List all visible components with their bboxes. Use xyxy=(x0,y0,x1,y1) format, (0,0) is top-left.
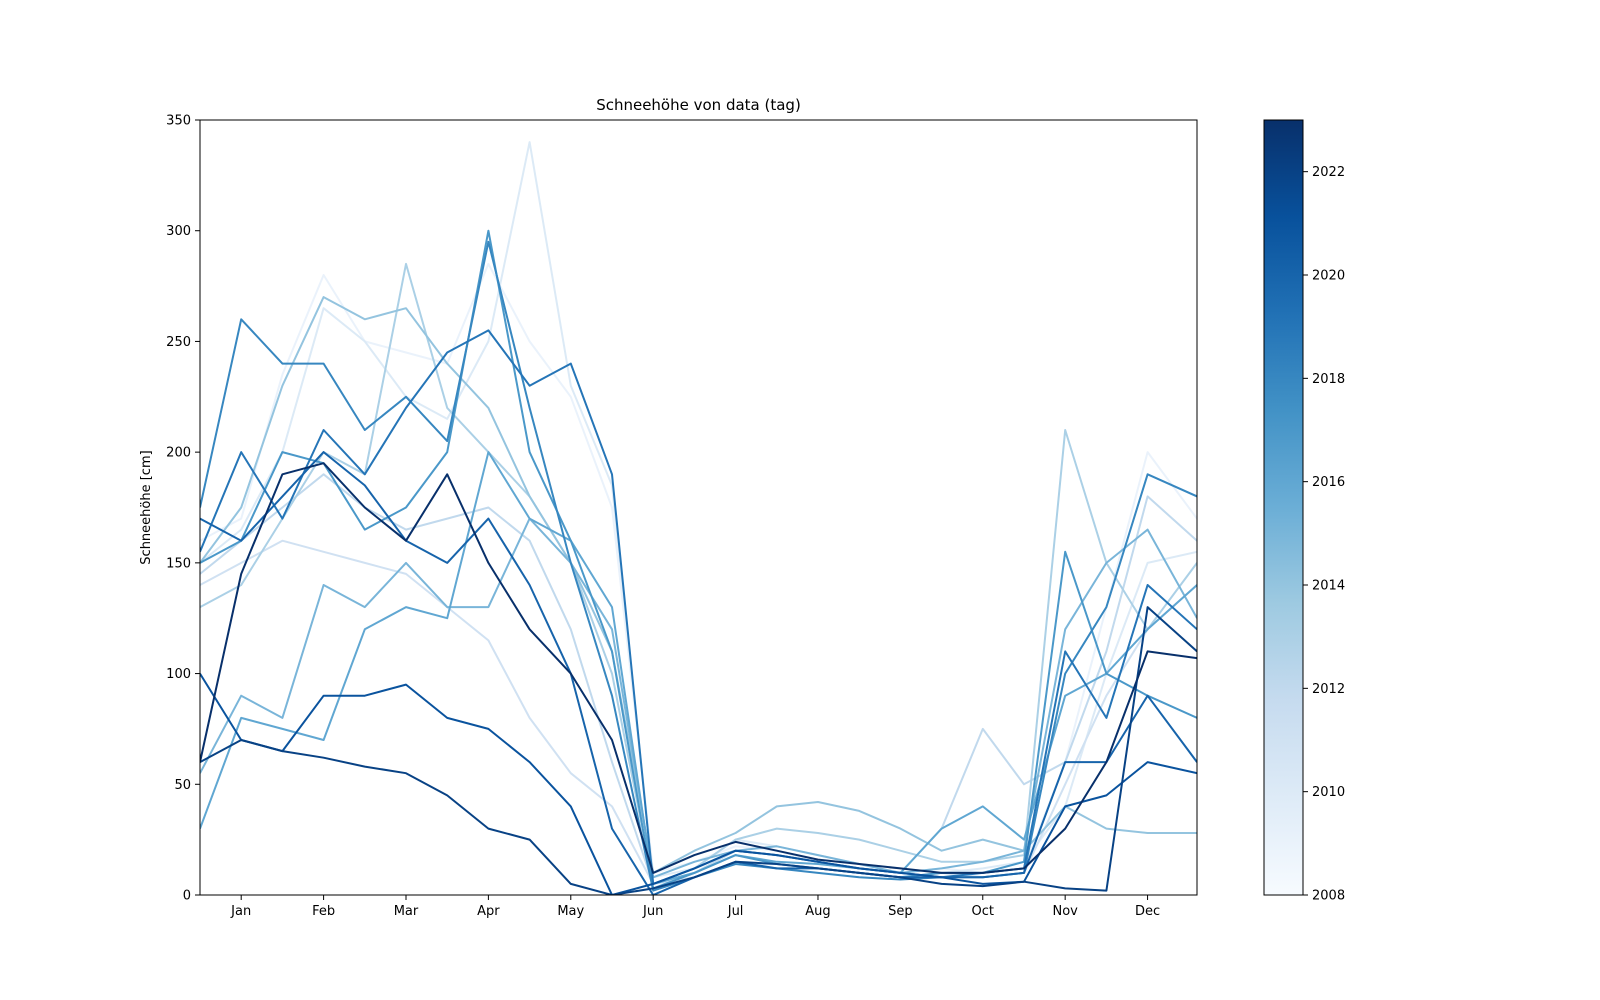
x-tick-label: Dec xyxy=(1135,904,1160,919)
colorbar-tick-label: 2012 xyxy=(1312,682,1345,697)
colorbar-tick-label: 2010 xyxy=(1312,785,1345,800)
x-tick-label: Apr xyxy=(477,904,500,919)
y-tick-label: 350 xyxy=(166,114,191,129)
series-line-2020 xyxy=(200,451,1197,895)
x-tick-label: Sep xyxy=(888,904,913,919)
x-tick-label: Nov xyxy=(1052,904,1078,919)
y-axis-label: Schneehöhe [cm] xyxy=(139,450,154,564)
series-line-2018 xyxy=(200,240,1197,892)
y-tick-label: 50 xyxy=(174,778,191,793)
series-line-2022 xyxy=(200,606,1197,895)
x-tick-label: Jan xyxy=(230,904,251,919)
colorbar-tick-label: 2020 xyxy=(1312,269,1345,284)
y-tick-label: 200 xyxy=(166,446,191,461)
x-tick-label: Mar xyxy=(394,904,419,919)
x-tick-label: May xyxy=(557,904,584,919)
y-tick-label: 0 xyxy=(183,889,191,904)
colorbar-tick-label: 2008 xyxy=(1312,889,1345,904)
x-tick-label: Aug xyxy=(805,904,830,919)
x-tick-label: Feb xyxy=(312,904,335,919)
series-line-2015 xyxy=(200,517,1197,879)
series-line-2011 xyxy=(200,539,1197,885)
x-tick-label: Oct xyxy=(972,904,994,919)
colorbar-frame xyxy=(1263,119,1304,896)
series-line-2010 xyxy=(200,141,1197,879)
colorbar-tick-label: 2014 xyxy=(1312,579,1345,594)
colorbar-gradient xyxy=(1264,120,1303,895)
series-line-2017 xyxy=(200,229,1197,890)
series-line-2023 xyxy=(200,462,1197,874)
series-line-2014 xyxy=(200,296,1197,874)
plot-frame xyxy=(199,119,1198,896)
y-tick-label: 250 xyxy=(166,335,191,350)
y-tick-label: 150 xyxy=(166,556,191,571)
colorbar-tick-label: 2018 xyxy=(1312,372,1345,387)
plot-area: 0 50 100 150 200 250 300 350 Jan Feb Mar Apr May Jun J… xyxy=(166,114,1198,919)
series-line-2009 xyxy=(200,262,1197,874)
colorbar-tick-label: 2016 xyxy=(1312,475,1345,490)
x-tick-label: Jul xyxy=(727,904,744,919)
chart-title: Schneehöhe von data (tag) xyxy=(596,96,801,114)
x-tick-label: Jun xyxy=(642,904,663,919)
series-line-2016 xyxy=(200,451,1197,885)
series-line-2013 xyxy=(200,262,1197,885)
y-tick-label: 300 xyxy=(166,224,191,239)
series-line-2021 xyxy=(200,673,1197,895)
colorbar-tick-label: 2022 xyxy=(1312,165,1345,180)
series-group xyxy=(200,141,1197,895)
colorbar: 2008 2010 2012 2014 2016 2018 2020 2022 xyxy=(1263,119,1345,904)
y-tick-label: 100 xyxy=(166,667,191,682)
